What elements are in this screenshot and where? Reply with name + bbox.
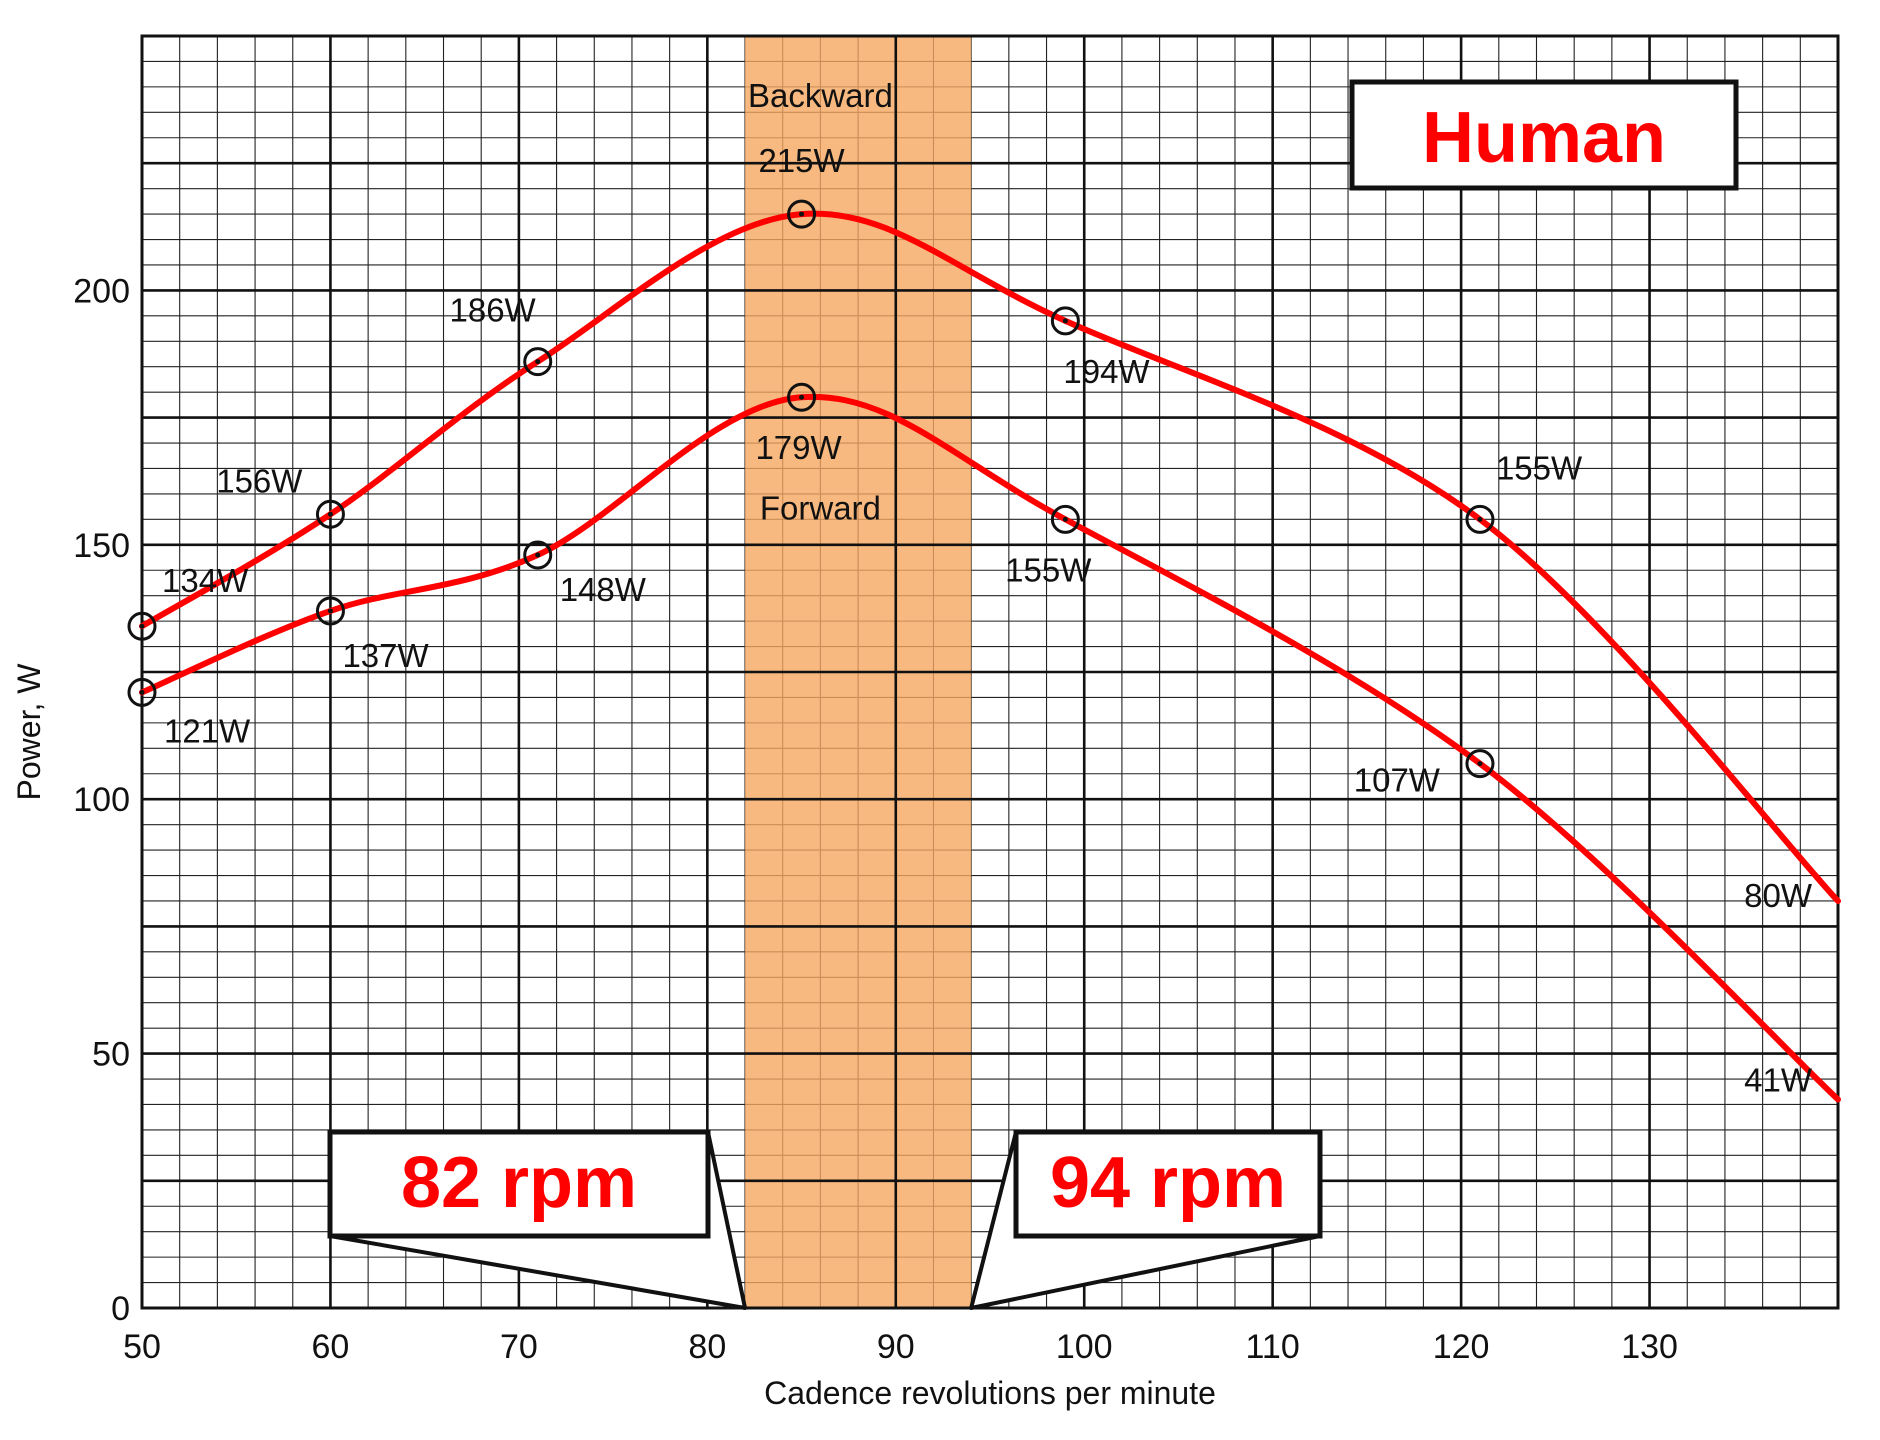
data-point-center bbox=[1477, 761, 1483, 767]
data-point-marker bbox=[523, 347, 553, 377]
data-label: 155W bbox=[1496, 449, 1583, 486]
data-point-marker bbox=[1465, 749, 1495, 779]
series-name-backward: Backward bbox=[748, 77, 893, 114]
data-point-marker bbox=[787, 199, 817, 229]
callout-box bbox=[327, 1129, 711, 1239]
data-point-center bbox=[1062, 516, 1068, 522]
data-point-center bbox=[1062, 318, 1068, 324]
data-point-marker bbox=[787, 382, 817, 412]
series-curves bbox=[139, 210, 1841, 1103]
y-axis-ticks: 0 50 100 150 200 bbox=[73, 272, 130, 1328]
data-point-center bbox=[535, 552, 541, 558]
title-box: Human bbox=[1349, 79, 1739, 191]
data-point-center bbox=[327, 608, 333, 614]
series-line-forward bbox=[139, 393, 1841, 1103]
data-point-marker bbox=[1050, 504, 1080, 534]
x-tick-label: 110 bbox=[1246, 1328, 1300, 1366]
data-point-center bbox=[139, 623, 145, 629]
data-point-center bbox=[799, 394, 805, 400]
y-tick-label: 150 bbox=[73, 527, 130, 565]
data-point-center bbox=[799, 211, 805, 217]
y-axis-title: Power, W bbox=[11, 663, 47, 801]
data-points bbox=[127, 199, 1495, 779]
x-tick-label: 70 bbox=[500, 1328, 538, 1366]
data-point-center bbox=[327, 511, 333, 517]
x-tick-label: 120 bbox=[1433, 1328, 1490, 1366]
data-label: 156W bbox=[216, 462, 303, 499]
rpm-callouts: 82 rpm 94 rpm bbox=[327, 1129, 1323, 1310]
data-point-marker bbox=[315, 596, 345, 626]
data-point-center bbox=[1477, 516, 1483, 522]
series-name-forward: Forward bbox=[760, 489, 881, 526]
x-tick-label: 130 bbox=[1621, 1328, 1678, 1366]
x-tick-label: 50 bbox=[123, 1328, 161, 1366]
data-label: 80W bbox=[1744, 877, 1813, 914]
data-point-marker bbox=[1465, 504, 1495, 534]
data-label: 121W bbox=[164, 712, 251, 749]
series-names: Backward Forward bbox=[748, 77, 893, 526]
x-tick-label: 60 bbox=[312, 1328, 350, 1366]
data-label: 137W bbox=[342, 637, 429, 674]
y-tick-label: 50 bbox=[92, 1036, 130, 1074]
x-tick-label: 90 bbox=[877, 1328, 915, 1366]
data-label: 148W bbox=[560, 571, 647, 608]
data-point-marker bbox=[127, 677, 157, 707]
data-point-marker bbox=[1050, 306, 1080, 336]
y-tick-label: 200 bbox=[73, 272, 130, 310]
data-label: 41W bbox=[1744, 1061, 1813, 1098]
series-line-backward bbox=[139, 210, 1841, 904]
data-point-marker bbox=[523, 540, 553, 570]
callout-label: 82 rpm bbox=[401, 1143, 637, 1223]
x-axis-ticks: 50 60 70 80 90 100 110 120 130 bbox=[123, 1328, 1678, 1366]
callout-label: 94 rpm bbox=[1050, 1143, 1286, 1223]
y-tick-label: 100 bbox=[73, 781, 130, 819]
chart-title: Human bbox=[1422, 98, 1666, 178]
callout-box bbox=[1013, 1129, 1323, 1239]
data-label: 186W bbox=[450, 292, 537, 329]
plot-frame bbox=[140, 34, 1840, 1310]
data-label: 107W bbox=[1354, 762, 1441, 799]
x-tick-label: 80 bbox=[688, 1328, 726, 1366]
y-tick-label: 0 bbox=[111, 1290, 130, 1328]
data-point-center bbox=[535, 359, 541, 365]
data-label: 194W bbox=[1063, 353, 1150, 390]
data-label: 155W bbox=[1005, 551, 1092, 588]
title-frame bbox=[1349, 79, 1739, 191]
data-point-marker bbox=[315, 499, 345, 529]
data-label: 215W bbox=[758, 142, 845, 179]
data-label: 134W bbox=[162, 562, 249, 599]
x-axis-title: Cadence revolutions per minute bbox=[764, 1375, 1216, 1411]
data-point-marker bbox=[127, 611, 157, 641]
data-point-center bbox=[139, 689, 145, 695]
data-labels: 134W 156W 186W 215W 194W 155W 80W 121W 137W 148W 1… bbox=[162, 142, 1813, 1098]
x-tick-label: 100 bbox=[1056, 1328, 1113, 1366]
data-label: 179W bbox=[755, 429, 842, 466]
